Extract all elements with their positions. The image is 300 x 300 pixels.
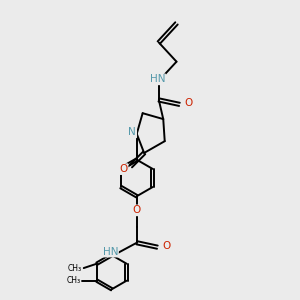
Text: O: O [119, 164, 128, 174]
Text: N: N [128, 127, 136, 137]
Text: O: O [162, 241, 170, 251]
Text: CH₃: CH₃ [68, 264, 82, 273]
Text: O: O [184, 98, 192, 108]
Text: O: O [133, 206, 141, 215]
Text: CH₃: CH₃ [66, 276, 80, 285]
Text: HN: HN [150, 74, 165, 84]
Text: HN: HN [103, 247, 118, 256]
